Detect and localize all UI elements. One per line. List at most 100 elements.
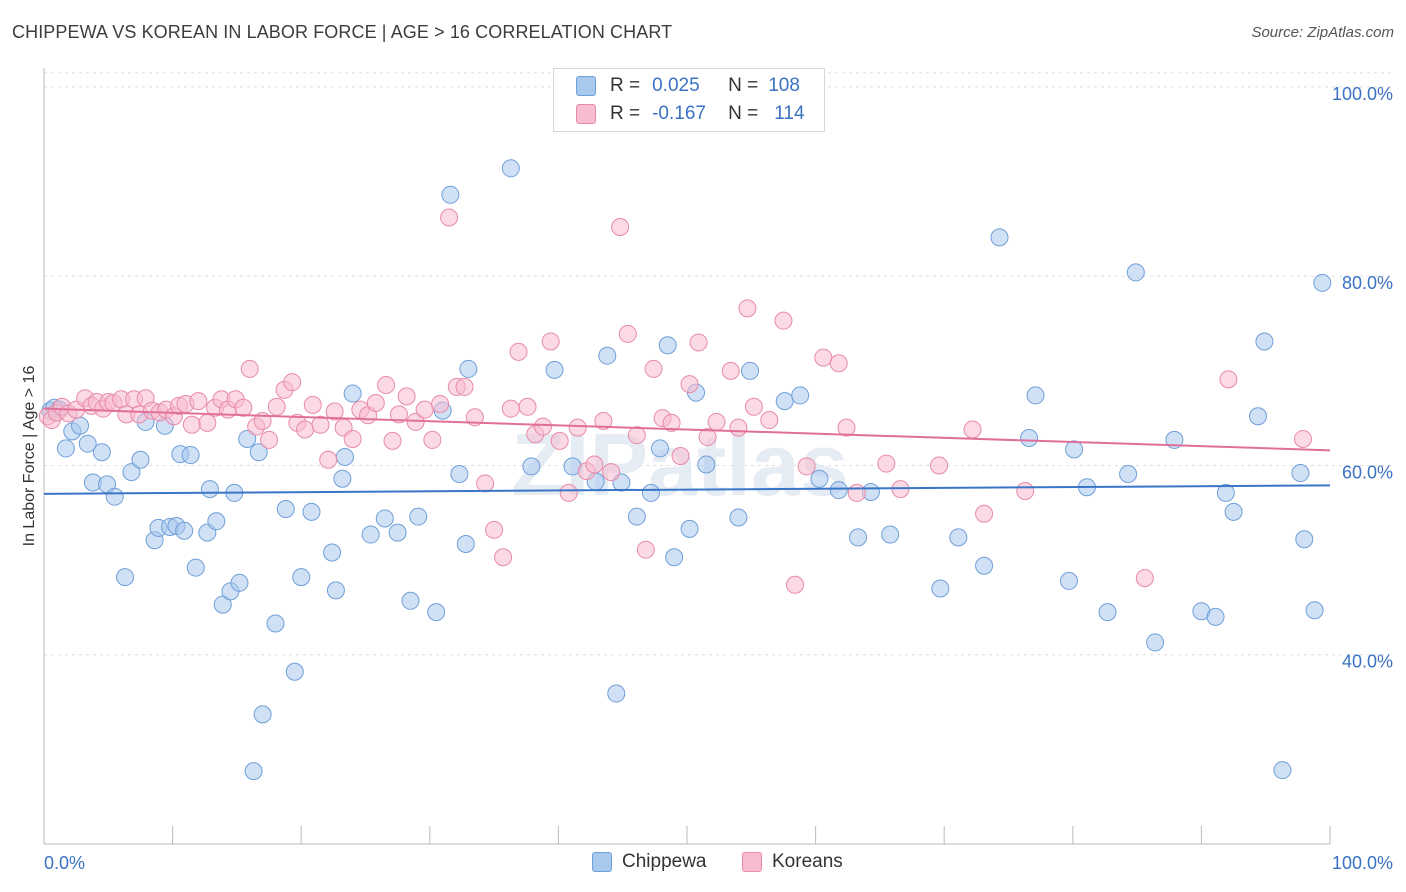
data-point xyxy=(238,429,257,448)
data-point xyxy=(636,540,655,559)
data-point xyxy=(200,480,219,499)
legend-row-chippewa: R = 0.025 N = 108 xyxy=(554,72,800,100)
legend-n-label: N = xyxy=(728,103,759,124)
legend-r-label: R = xyxy=(610,75,641,96)
data-point xyxy=(568,418,587,437)
data-point xyxy=(116,568,135,587)
data-point xyxy=(319,450,338,469)
data-point xyxy=(585,455,604,474)
data-point xyxy=(594,411,613,430)
data-point xyxy=(285,662,304,681)
data-point xyxy=(182,415,201,434)
data-point xyxy=(611,217,630,236)
data-point xyxy=(131,450,150,469)
data-point xyxy=(440,208,459,227)
y-axis-label: In Labor Force | Age > 16 xyxy=(21,366,38,547)
data-point xyxy=(877,454,896,473)
data-point xyxy=(671,447,690,465)
legend-r-value: 0.025 xyxy=(652,75,700,96)
data-point xyxy=(186,558,205,577)
data-point xyxy=(1206,607,1225,626)
legend-label-koreans: Koreans xyxy=(772,851,843,872)
data-point xyxy=(975,556,994,575)
data-point xyxy=(738,299,757,318)
data-point xyxy=(658,336,677,355)
legend-item-chippewa[interactable]: Chippewa xyxy=(592,851,707,873)
legend-item-koreans[interactable]: Koreans xyxy=(742,851,843,873)
data-point xyxy=(207,512,226,531)
data-point xyxy=(296,420,315,439)
data-point xyxy=(501,159,520,178)
trend-lines xyxy=(43,407,1331,495)
data-point xyxy=(189,392,208,411)
data-point xyxy=(697,455,716,474)
data-point xyxy=(234,398,253,417)
data-point xyxy=(949,528,968,547)
data-point xyxy=(375,509,394,528)
data-point xyxy=(849,528,868,547)
data-point xyxy=(1065,440,1084,459)
data-point xyxy=(1273,761,1292,780)
data-point xyxy=(1224,502,1243,521)
data-point xyxy=(990,228,1009,247)
data-point xyxy=(1305,601,1324,620)
data-point xyxy=(389,405,408,424)
data-point xyxy=(598,346,617,365)
data-point xyxy=(559,483,578,502)
x-tick-label: 0.0% xyxy=(44,853,85,873)
y-tick-label: 60.0% xyxy=(1342,462,1393,482)
data-point xyxy=(665,548,684,567)
data-point xyxy=(343,429,362,448)
legend-swatch-chippewa xyxy=(576,76,596,96)
legend-r-label: R = xyxy=(610,103,641,124)
data-point xyxy=(680,519,699,538)
data-point xyxy=(377,376,396,395)
data-point xyxy=(465,408,484,427)
series-layer xyxy=(38,159,1332,781)
legend-n-value: 108 xyxy=(768,75,800,96)
data-point xyxy=(1119,464,1138,483)
data-point xyxy=(302,502,321,521)
data-point xyxy=(650,439,669,458)
data-point xyxy=(311,415,330,434)
data-point xyxy=(266,614,285,633)
data-point xyxy=(249,443,268,462)
x-tick-label: 100.0% xyxy=(1332,853,1393,873)
data-point xyxy=(459,359,478,378)
data-point xyxy=(303,395,322,414)
data-point xyxy=(175,521,194,540)
data-point xyxy=(1293,429,1312,448)
data-point xyxy=(545,360,564,379)
data-point xyxy=(729,508,748,527)
data-point xyxy=(602,463,621,482)
data-point xyxy=(837,418,856,437)
data-point xyxy=(92,443,111,462)
data-point xyxy=(644,359,663,378)
data-point xyxy=(409,507,428,526)
data-point xyxy=(267,397,286,416)
data-point xyxy=(760,411,779,430)
legend-row-koreans: R = -0.167 N = 114 xyxy=(554,100,805,128)
data-point xyxy=(1248,407,1267,426)
data-point xyxy=(810,469,829,488)
data-point xyxy=(198,413,217,432)
data-point xyxy=(729,418,748,437)
data-point xyxy=(388,523,407,542)
data-point xyxy=(423,430,442,449)
data-point xyxy=(791,386,810,405)
legend-n-value: 114 xyxy=(774,103,805,124)
data-point xyxy=(881,525,900,544)
data-point xyxy=(829,481,848,500)
data-point xyxy=(522,457,541,476)
data-point xyxy=(541,332,560,351)
data-point xyxy=(775,392,794,411)
data-point xyxy=(627,507,646,526)
data-point xyxy=(707,412,726,431)
legend-n-label: N = xyxy=(728,75,759,96)
data-point xyxy=(550,431,569,450)
data-point xyxy=(786,575,805,594)
data-point xyxy=(401,591,420,610)
data-point xyxy=(441,185,460,204)
series-koreans xyxy=(38,208,1312,594)
